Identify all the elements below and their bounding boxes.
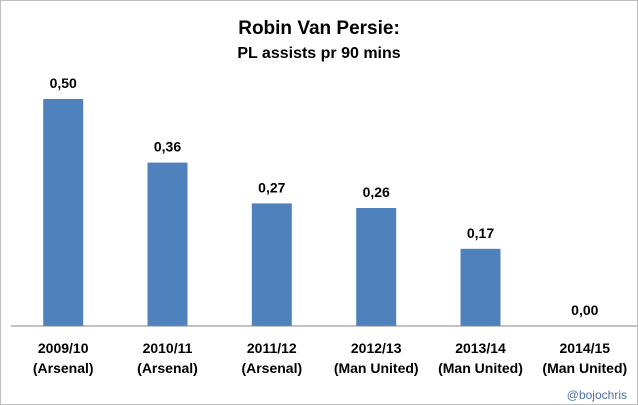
data-label-2: 0,27 [258, 179, 285, 195]
chart-title: Robin Van Persie: [238, 18, 400, 39]
x-tick-label-5-line-0: 2014/15 [559, 340, 610, 356]
bar-4 [460, 248, 501, 326]
bar-3 [356, 208, 397, 326]
x-tick-label-1-line-1: (Arsenal) [137, 360, 198, 376]
data-labels-group: 0,50 0,36 0,27 0,26 0,17 0,00 [50, 75, 599, 318]
data-label-5: 0,00 [571, 302, 598, 318]
data-label-4: 0,17 [467, 225, 494, 241]
x-tick-label-2-line-1: (Arsenal) [241, 360, 302, 376]
chart-subtitle: PL assists pr 90 mins [237, 45, 400, 62]
bar-1 [147, 162, 188, 326]
bar-2 [251, 203, 292, 326]
data-label-3: 0,26 [363, 184, 390, 200]
x-tick-label-3-line-1: (Man United) [334, 360, 419, 376]
x-tick-label-0-line-0: 2009/10 [38, 340, 89, 356]
bars-group [43, 99, 501, 326]
x-tick-label-5-line-1: (Man United) [542, 360, 627, 376]
x-tick-label-2-line-0: 2011/12 [247, 340, 297, 356]
x-tick-label-4-line-1: (Man United) [438, 360, 523, 376]
x-tick-label-4-line-0: 2013/14 [455, 340, 506, 356]
data-label-1: 0,36 [154, 139, 181, 155]
x-tick-label-3-line-0: 2012/13 [351, 340, 402, 356]
x-tick-label-0-line-1: (Arsenal) [33, 360, 94, 376]
x-tick-label-1-line-0: 2010/11 [143, 340, 193, 356]
data-label-0: 0,50 [50, 75, 77, 91]
bar-0 [43, 99, 84, 326]
credit-text: @bojochris [567, 388, 627, 402]
x-tick-labels-group: 2009/10 (Arsenal) 2010/11 (Arsenal) 2011/12 (… [33, 340, 627, 376]
